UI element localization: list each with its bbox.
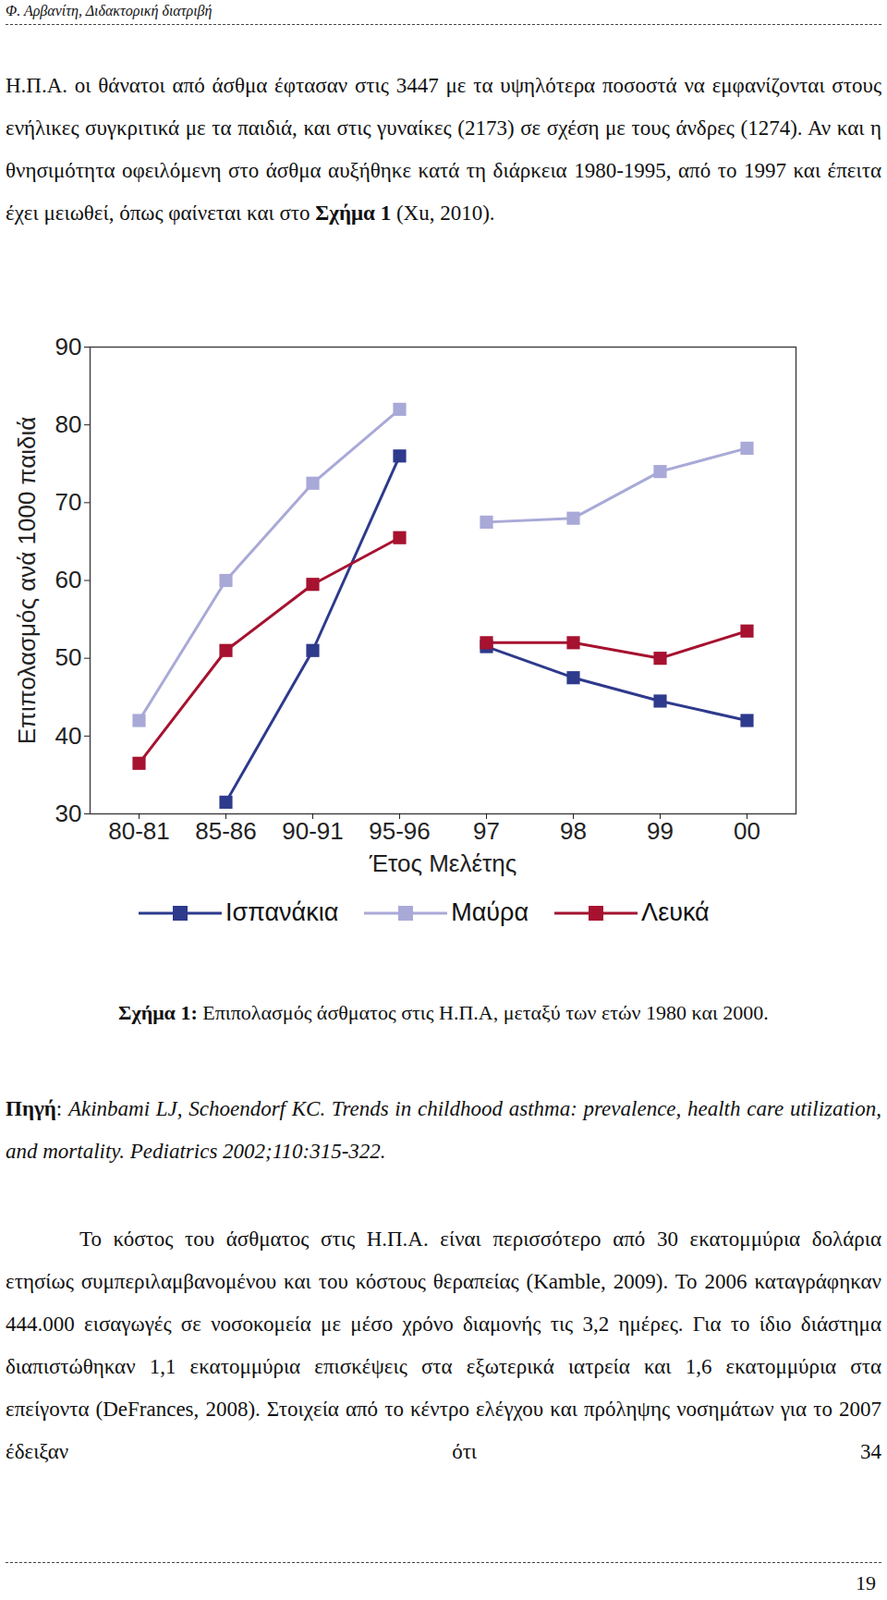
html-text:19: 19	[855, 1570, 876, 1594]
svg-text:70: 70	[55, 487, 83, 516]
svg-text:95-96: 95-96	[368, 816, 431, 845]
html-text:Η.Π.Α. οι θάνατοι από άσθμα έφ: Η.Π.Α. οι θάνατοι από άσθμα έφτασαν στις…	[5, 73, 882, 225]
svg-text:99: 99	[646, 816, 674, 845]
svg-text:90: 90	[55, 332, 83, 361]
svg-text:50: 50	[55, 643, 83, 671]
svg-text:97: 97	[473, 816, 500, 845]
html-text:Το κόστος του άσθματος στις Η.: Το κόστος του άσθματος στις Η.Π.Α. είναι…	[5, 1227, 882, 1463]
svg-text:60: 60	[55, 565, 83, 594]
svg-text:00: 00	[733, 816, 761, 845]
html-text:Πηγή: Akinbami LJ, Schoendorf: Πηγή: Akinbami LJ, Schoendorf KC. Trends…	[5, 1096, 882, 1163]
svg-text:Έτος Μελέτης: Έτος Μελέτης	[368, 849, 518, 877]
svg-text:80-81: 80-81	[108, 816, 171, 845]
svg-text:40: 40	[55, 721, 83, 750]
svg-text:98: 98	[559, 816, 587, 845]
html-text:Μαύρα: Μαύρα	[451, 898, 529, 926]
svg-text:Επιπολασμός ανά 1000 παιδιά: Επιπολασμός ανά 1000 παιδιά	[12, 416, 41, 744]
html-text:Λευκά: Λευκά	[641, 898, 710, 926]
svg-text:30: 30	[55, 799, 83, 827]
svg-text:85-86: 85-86	[194, 816, 257, 845]
svg-text:80: 80	[55, 410, 83, 438]
html-text:Ισπανάκια: Ισπανάκια	[225, 898, 339, 926]
svg-text:90-91: 90-91	[281, 816, 344, 845]
html-text:Σχήμα 1: Επιπολασμός άσθματος: Σχήμα 1: Επιπολασμός άσθματος στις Η.Π.Α…	[118, 1000, 769, 1024]
html-text:Φ. Αρβανίτη, Διδακτορική διατρ: Φ. Αρβανίτη, Διδακτορική διατριβή	[5, 2, 213, 19]
